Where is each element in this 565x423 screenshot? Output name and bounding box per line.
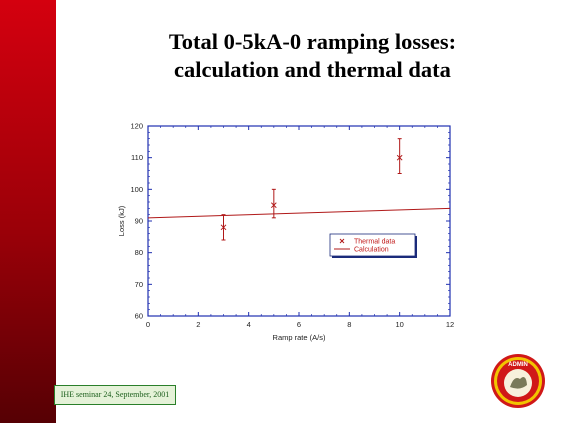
red-sidebar bbox=[0, 0, 56, 423]
data-point-x-b bbox=[396, 154, 403, 161]
x-tick-label: 10 bbox=[395, 320, 403, 329]
plot-frame bbox=[147, 125, 451, 317]
x-tick-label: 4 bbox=[247, 320, 251, 329]
legend-box bbox=[329, 233, 416, 257]
institution-logo: ADMIN bbox=[491, 354, 545, 408]
x-tick-label: 2 bbox=[196, 320, 200, 329]
footer-label: IHE seminar 24, September, 2001 bbox=[54, 385, 176, 405]
legend-marker-x-b bbox=[339, 238, 345, 244]
y-axis-label: Loss (kJ) bbox=[117, 205, 126, 236]
legend-label-thermal: Thermal data bbox=[354, 239, 395, 246]
title-line-2: calculation and thermal data bbox=[174, 57, 451, 82]
title-line-1: Total 0-5kA-0 ramping losses: bbox=[168, 29, 457, 54]
y-tick-label: 100 bbox=[130, 185, 143, 194]
x-tick-label: 0 bbox=[146, 320, 150, 329]
y-tick-label: 90 bbox=[135, 217, 143, 226]
x-tick-label: 6 bbox=[297, 320, 301, 329]
x-tick-label: 12 bbox=[446, 320, 454, 329]
y-tick-label: 110 bbox=[131, 153, 143, 162]
legend-label-calculation: Calculation bbox=[354, 247, 389, 254]
x-axis-label: Ramp rate (A/s) bbox=[273, 333, 326, 342]
slide-title: Total 0-5kA-0 ramping losses: calculatio… bbox=[60, 28, 565, 84]
data-point-x-b bbox=[270, 202, 277, 209]
svg-text:ADMIN: ADMIN bbox=[508, 362, 528, 368]
x-tick-label: 8 bbox=[347, 320, 351, 329]
y-tick-label: 60 bbox=[135, 312, 143, 321]
data-point-x-b bbox=[220, 224, 227, 231]
y-tick-label: 80 bbox=[135, 248, 143, 257]
y-tick-label: 120 bbox=[130, 122, 143, 131]
calculation-line bbox=[147, 207, 451, 219]
y-tick-label: 70 bbox=[135, 280, 143, 289]
